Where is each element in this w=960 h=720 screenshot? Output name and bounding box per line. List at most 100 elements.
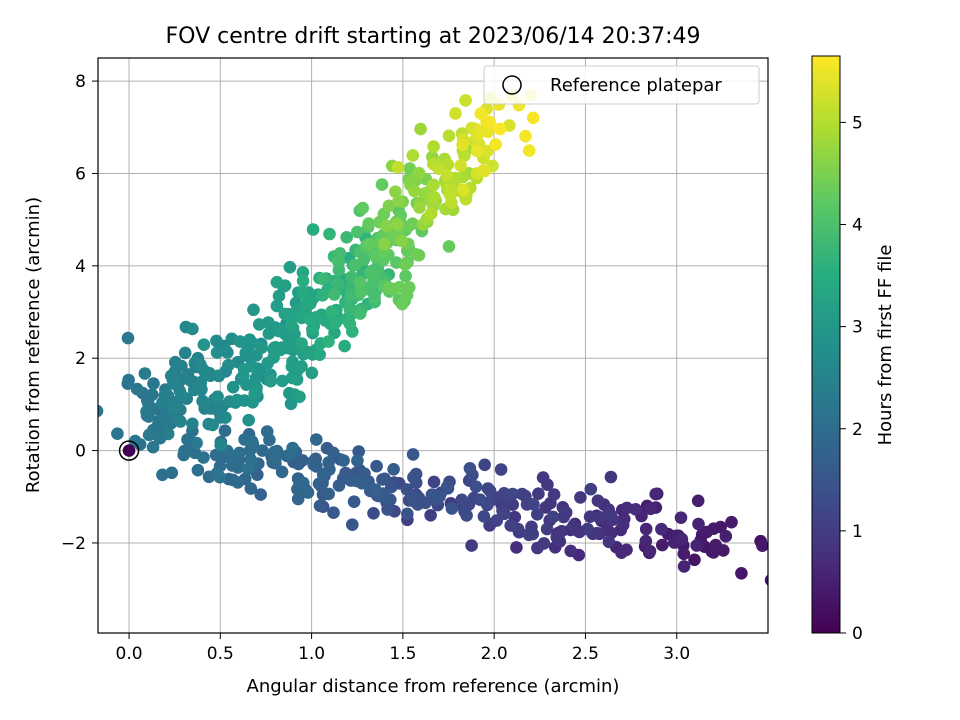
scatter-point [351, 225, 364, 239]
scatter-point [197, 338, 211, 352]
scatter-point [316, 289, 329, 302]
x-axis-ticks: 0.0 0.5 1.0 1.5 2.0 2.5 3.0 [116, 633, 690, 664]
scatter-point [186, 322, 199, 336]
scatter-point [218, 424, 232, 438]
scatter-point [244, 453, 257, 466]
scatter-point [300, 298, 313, 311]
scatter-point [260, 425, 274, 438]
scatter-point [269, 341, 282, 354]
scatter-point [128, 434, 142, 448]
scatter-point [449, 107, 462, 120]
scatter-point [160, 390, 174, 404]
scatter-point [252, 318, 266, 331]
scatter-point [581, 522, 594, 536]
scatter-point [122, 373, 135, 387]
chart-title: FOV centre drift starting at 2023/06/14 … [166, 24, 701, 49]
scatter-point [178, 444, 191, 458]
x-tick-label: 0.5 [207, 644, 234, 664]
scatter-point [440, 480, 454, 494]
scatter-point [692, 517, 705, 531]
scatter-point [331, 277, 345, 291]
scatter-point [536, 471, 550, 484]
scatter-point [604, 470, 618, 484]
scatter-point [406, 491, 419, 504]
scatter-point [343, 302, 357, 315]
scatter-point [222, 358, 235, 372]
scatter-point [574, 491, 587, 504]
scatter-point [332, 254, 345, 268]
scatter-point [347, 495, 361, 509]
scatter-point [629, 503, 642, 516]
scatter-point [295, 337, 308, 350]
scatter-point [406, 149, 420, 162]
scatter-point [301, 486, 315, 499]
scatter-point [190, 436, 203, 450]
scatter-point [540, 522, 554, 536]
scatter-point [643, 544, 657, 558]
scatter-point [470, 144, 484, 158]
scatter-point [214, 439, 227, 452]
scatter-point [296, 274, 310, 288]
scatter-point [147, 377, 160, 390]
scatter-point [526, 527, 539, 541]
scatter-point [212, 369, 226, 383]
scatter-point [493, 122, 507, 136]
scatter-point [169, 355, 182, 369]
scatter-point [412, 166, 426, 180]
scatter-point [284, 318, 298, 332]
scatter-point [387, 463, 400, 476]
colorbar-tick-label: 4 [852, 216, 863, 236]
scatter-point [244, 482, 258, 495]
scatter-point [340, 231, 354, 244]
scatter-point [378, 237, 391, 251]
scatter-point [700, 525, 713, 539]
scatter-point [274, 324, 288, 338]
scatter-point [233, 335, 247, 348]
scatter-point [270, 299, 284, 313]
scatter-point [362, 217, 376, 230]
scatter-point [249, 371, 263, 385]
scatter-point [344, 289, 358, 303]
colorbar-ticks: 0 1 2 3 4 5 [840, 113, 863, 644]
scatter-point [196, 394, 209, 408]
colorbar-tick-label: 2 [852, 420, 863, 440]
scatter-point [197, 451, 210, 464]
scatter-point [242, 413, 255, 427]
scatter-point [395, 234, 408, 248]
scatter-point [725, 515, 738, 529]
scatter-point [283, 260, 297, 274]
scatter-point [219, 411, 232, 424]
scatter-point [254, 488, 267, 501]
scatter-point [444, 189, 457, 202]
scatter-point [296, 286, 310, 300]
scatter-point [140, 405, 153, 418]
colorbar-tick-label: 0 [852, 624, 863, 644]
scatter-point [269, 451, 283, 465]
scatter-point [463, 462, 477, 475]
scatter-point [644, 502, 657, 516]
scatter-point [555, 524, 568, 538]
scatter-point [478, 164, 492, 178]
scatter-point [295, 360, 308, 373]
scatter-point [352, 445, 366, 458]
scatter-point [367, 507, 380, 520]
scatter-point [537, 537, 551, 550]
scatter-point [403, 162, 417, 175]
scatter-point [519, 489, 532, 503]
scatter-point [186, 417, 199, 431]
x-tick-label: 1.5 [389, 644, 416, 664]
scatter-point [413, 201, 426, 214]
scatter-point [399, 269, 412, 283]
scatter-point [241, 462, 255, 476]
scatter-point [283, 340, 296, 354]
scatter-point [481, 125, 495, 139]
reference-marker-group [118, 440, 140, 461]
scatter-point [231, 476, 245, 489]
legend-marker-icon [502, 75, 522, 95]
scatter-point [459, 94, 472, 107]
scatter-point [375, 178, 389, 191]
scatter-point [473, 493, 487, 507]
scatter-point [323, 227, 336, 241]
scatter-point [735, 567, 748, 580]
